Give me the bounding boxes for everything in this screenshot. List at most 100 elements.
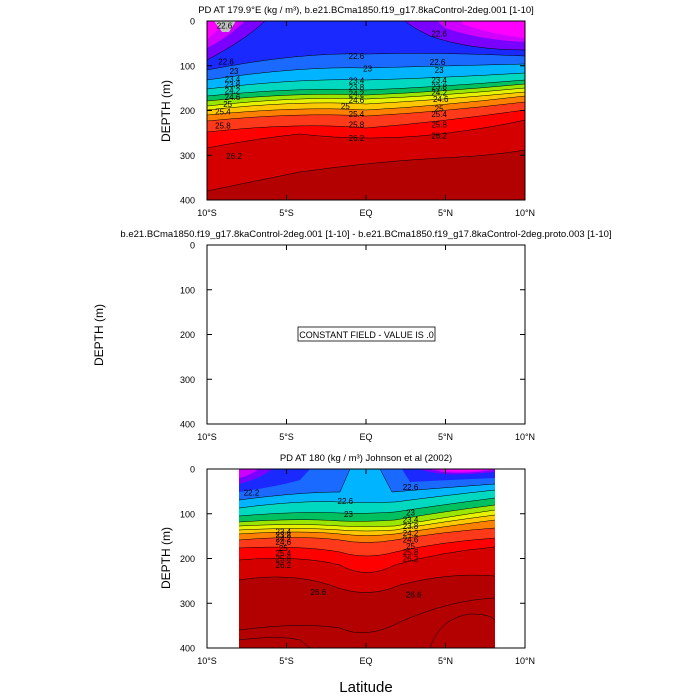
x-tick-label: 5°N: [438, 432, 453, 442]
contour-label: 23: [230, 67, 239, 76]
contour-label: 25: [435, 105, 444, 114]
x-tick-label: EQ: [359, 208, 372, 218]
contour-label: 24.6: [433, 95, 449, 104]
contour-label: 23.4: [431, 76, 447, 85]
x-tick-label: 10°S: [197, 208, 217, 218]
contour-label: 25: [406, 542, 415, 551]
y-tick-label: 400: [180, 644, 195, 654]
y-tick-label: 0: [190, 241, 195, 251]
contour-label: 24.6: [403, 535, 419, 544]
contour-label: 26.2: [226, 152, 242, 161]
contour-label: 26.2: [431, 132, 447, 141]
contour-label: 25: [223, 100, 232, 109]
x-tick-label: 5°S: [279, 656, 294, 666]
contour-label: 23.8: [349, 83, 365, 92]
panel-1-ylabel: DEPTH (m): [159, 80, 173, 142]
contour-label: 23.4: [276, 528, 292, 537]
contour-label: 26.2: [403, 555, 419, 564]
panel-1-x-axis: 10°S 5°S EQ 5°N 10°N: [197, 21, 535, 218]
contour-label: 25.4: [215, 107, 231, 116]
x-tick-label: EQ: [359, 432, 372, 442]
contour-label: 22.2: [244, 488, 260, 497]
panel-3-contour-lines: [239, 469, 495, 648]
y-tick-label: 200: [180, 330, 195, 340]
contour-label: 26.6: [311, 588, 327, 597]
contour-label: 22.6: [403, 483, 419, 492]
contour-label: 24.6: [276, 538, 292, 547]
contour-label: 25.8: [215, 121, 231, 130]
y-tick-label: 300: [180, 599, 195, 609]
contour-label: 25.4: [431, 110, 447, 119]
panel-1-title: PD AT 179.9°E (kg / m³), b.e21.BCma1850.…: [198, 5, 534, 16]
x-tick-label: EQ: [359, 656, 372, 666]
panel-2-x-axis: 10°S 5°S EQ 5°N 10°N: [197, 245, 535, 442]
panel-1-contour-lines: [207, 21, 525, 192]
panel-3-contour-fill: [239, 469, 495, 648]
panel-1-y-axis: 0 100 200 300 400: [180, 17, 525, 206]
x-tick-label: 10°N: [515, 656, 535, 666]
contour-label: 22.6: [430, 58, 446, 67]
contour-label: 24.2: [403, 529, 419, 538]
contour-label: 23.4: [349, 77, 365, 86]
panel-2-y-axis: 0 100 200 300 400: [180, 241, 525, 430]
panel-2: b.e21.BCma1850.f19_g17.8kaControl-2deg.0…: [92, 229, 612, 442]
contour-label: 24.6: [225, 93, 241, 102]
panel-1: PD AT 179.9°E (kg / m³), b.e21.BCma1850.…: [159, 5, 535, 218]
y-tick-label: 0: [190, 17, 195, 27]
panel-3: PD AT 180 (kg / m³) Johnson et al (2002)…: [159, 453, 535, 666]
y-tick-label: 300: [180, 375, 195, 385]
figure-xlabel: Latitude: [339, 679, 392, 696]
y-tick-label: 300: [180, 151, 195, 161]
y-tick-label: 200: [180, 554, 195, 564]
panel-3-ylabel: DEPTH (m): [159, 527, 173, 589]
contour-label: 25: [279, 544, 288, 553]
contour-label: 23.4: [403, 516, 419, 525]
contour-label: 24.6: [349, 96, 365, 105]
panel-3-contour-labels: 22.222.622.623 2323.423.823.423.824.224.6…: [244, 483, 422, 599]
contour-label: 23.8: [276, 531, 292, 540]
y-tick-label: 400: [180, 420, 195, 430]
contour-label: 22.6: [218, 57, 234, 66]
y-tick-label: 100: [180, 285, 195, 295]
constant-field-annotation: CONSTANT FIELD - VALUE IS .0: [299, 330, 434, 340]
contour-label: 25.8: [276, 555, 292, 564]
contour-label: 26.2: [349, 134, 365, 143]
contour-label: 23: [406, 508, 415, 517]
contour-label: 24.2: [276, 534, 292, 543]
panel-2-ylabel: DEPTH (m): [92, 304, 106, 366]
contour-label: 23.4: [225, 75, 241, 84]
contour-label: 22.6: [431, 30, 447, 39]
x-tick-label: 10°S: [197, 656, 217, 666]
y-tick-label: 100: [180, 61, 195, 71]
x-tick-label: 5°S: [279, 208, 294, 218]
contour-label: 23: [435, 66, 444, 75]
contour-label: 23.8: [431, 82, 447, 91]
contour-label: 25.4: [276, 549, 292, 558]
contour-label: 26.6: [406, 590, 422, 599]
panel-3-y-axis: 0 100 200 300 400: [180, 465, 525, 654]
x-tick-label: 10°N: [515, 208, 535, 218]
contour-label: 22.6: [217, 21, 233, 30]
contour-label: 24.2: [349, 89, 365, 98]
contour-label: 23.8: [403, 522, 419, 531]
contour-label: 26.2: [276, 561, 292, 570]
y-tick-label: 0: [190, 465, 195, 475]
y-tick-label: 200: [180, 106, 195, 116]
x-tick-label: 5°N: [438, 208, 453, 218]
contour-label: 24.2: [225, 86, 241, 95]
panel-1-contour-fill: [207, 21, 525, 200]
contour-label: 23: [344, 510, 353, 519]
contour-label: 22.6: [338, 497, 354, 506]
contour-label: 25.4: [349, 110, 365, 119]
contour-label: 25: [341, 102, 350, 111]
contour-label: 23: [363, 64, 372, 73]
contour-label: 25.8: [349, 120, 365, 129]
y-tick-label: 100: [180, 509, 195, 519]
x-tick-label: 5°S: [279, 432, 294, 442]
contour-label: 25.8: [431, 120, 447, 129]
contour-label: 22.6: [349, 52, 365, 61]
contour-label: 24.2: [431, 89, 447, 98]
panel-3-title: PD AT 180 (kg / m³) Johnson et al (2002): [280, 453, 452, 464]
